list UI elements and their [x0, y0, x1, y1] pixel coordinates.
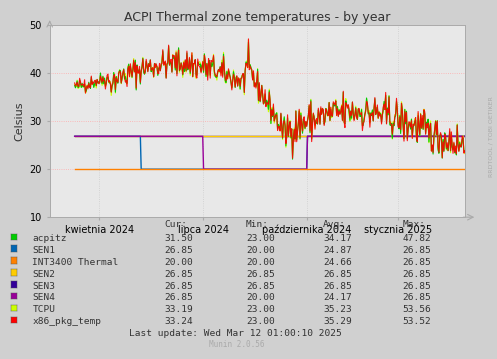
- Text: TCPU: TCPU: [32, 305, 55, 314]
- Text: 23.00: 23.00: [246, 317, 275, 326]
- Text: 20.00: 20.00: [246, 258, 275, 267]
- Text: 35.23: 35.23: [323, 305, 352, 314]
- Text: acpitz: acpitz: [32, 234, 67, 243]
- Text: SEN1: SEN1: [32, 246, 55, 255]
- Text: 26.85: 26.85: [403, 246, 431, 255]
- Text: 26.85: 26.85: [164, 281, 193, 291]
- Text: 34.17: 34.17: [323, 234, 352, 243]
- Text: SEN4: SEN4: [32, 293, 55, 303]
- Text: SEN2: SEN2: [32, 270, 55, 279]
- Text: 33.19: 33.19: [164, 305, 193, 314]
- Text: 26.85: 26.85: [323, 270, 352, 279]
- Text: 31.50: 31.50: [164, 234, 193, 243]
- Text: x86_pkg_temp: x86_pkg_temp: [32, 317, 101, 326]
- Text: 24.87: 24.87: [323, 246, 352, 255]
- Text: 26.85: 26.85: [403, 258, 431, 267]
- Text: 20.00: 20.00: [164, 258, 193, 267]
- Text: INT3400 Thermal: INT3400 Thermal: [32, 258, 119, 267]
- Text: Last update: Wed Mar 12 01:00:10 2025: Last update: Wed Mar 12 01:00:10 2025: [129, 329, 342, 338]
- Text: 23.00: 23.00: [246, 234, 275, 243]
- Text: 24.17: 24.17: [323, 293, 352, 303]
- Text: 26.85: 26.85: [403, 293, 431, 303]
- Text: 53.52: 53.52: [403, 317, 431, 326]
- Text: 35.29: 35.29: [323, 317, 352, 326]
- Text: Min:: Min:: [246, 220, 269, 229]
- Text: SEN3: SEN3: [32, 281, 55, 291]
- Text: 26.85: 26.85: [403, 270, 431, 279]
- Text: 26.85: 26.85: [164, 246, 193, 255]
- Text: 33.24: 33.24: [164, 317, 193, 326]
- Text: 47.82: 47.82: [403, 234, 431, 243]
- Text: 26.85: 26.85: [164, 293, 193, 303]
- Text: Cur:: Cur:: [164, 220, 187, 229]
- Text: 20.00: 20.00: [246, 246, 275, 255]
- Text: Avg:: Avg:: [323, 220, 346, 229]
- Text: RRDTOOL / TOBI OETIKER: RRDTOOL / TOBI OETIKER: [488, 96, 493, 177]
- Text: 26.85: 26.85: [164, 270, 193, 279]
- Text: 20.00: 20.00: [246, 293, 275, 303]
- Text: 26.85: 26.85: [323, 281, 352, 291]
- Text: 26.85: 26.85: [246, 281, 275, 291]
- Text: Munin 2.0.56: Munin 2.0.56: [209, 340, 264, 349]
- Text: 26.85: 26.85: [403, 281, 431, 291]
- Text: Max:: Max:: [403, 220, 425, 229]
- Text: 23.00: 23.00: [246, 305, 275, 314]
- Text: 53.56: 53.56: [403, 305, 431, 314]
- Y-axis label: Celsius: Celsius: [14, 101, 24, 141]
- Title: ACPI Thermal zone temperatures - by year: ACPI Thermal zone temperatures - by year: [124, 11, 390, 24]
- Text: 26.85: 26.85: [246, 270, 275, 279]
- Text: 24.66: 24.66: [323, 258, 352, 267]
